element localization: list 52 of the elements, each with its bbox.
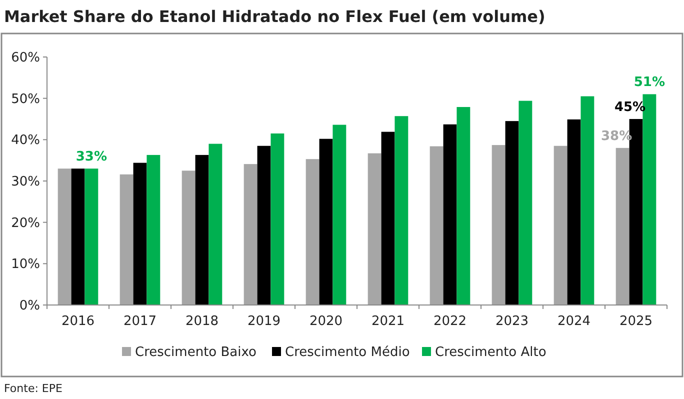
x-tick-label: 2022 xyxy=(433,314,467,329)
y-tick-label: 20% xyxy=(11,216,40,231)
x-tick-label: 2023 xyxy=(495,314,529,329)
x-tick-label: 2016 xyxy=(61,314,95,329)
y-tick-label: 60% xyxy=(11,50,40,66)
y-tick-label: 0% xyxy=(19,298,40,314)
bar xyxy=(394,116,408,305)
x-tick-label: 2021 xyxy=(371,314,405,329)
legend-label: Crescimento Médio xyxy=(285,345,410,360)
bar xyxy=(195,154,209,305)
bar xyxy=(120,174,134,305)
bar xyxy=(133,162,147,305)
bar xyxy=(71,168,85,305)
bar xyxy=(146,154,160,305)
bar xyxy=(319,138,333,305)
bar xyxy=(208,144,222,305)
bar xyxy=(430,146,444,305)
legend-label: Crescimento Alto xyxy=(435,345,546,360)
bar xyxy=(492,145,506,305)
bar xyxy=(443,124,457,305)
data-label: 51% xyxy=(634,75,665,90)
bar xyxy=(580,96,594,305)
x-tick-label: 2024 xyxy=(557,314,591,329)
bar xyxy=(381,132,395,305)
x-tick-label: 2019 xyxy=(247,314,281,329)
x-tick-label: 2018 xyxy=(185,314,219,329)
bar xyxy=(84,168,98,305)
x-tick-label: 2020 xyxy=(309,314,343,329)
source-note: Fonte: EPE xyxy=(4,382,63,395)
bar xyxy=(456,107,470,305)
bar xyxy=(332,124,346,305)
x-tick-label: 2025 xyxy=(619,314,653,329)
chart-title: Market Share do Etanol Hidratado no Flex Fuel (em volume) xyxy=(4,7,546,26)
bar xyxy=(257,146,271,305)
bar xyxy=(182,170,196,305)
bar xyxy=(306,159,320,305)
bar xyxy=(244,164,258,305)
bar xyxy=(554,146,568,305)
bar xyxy=(567,119,581,305)
bar xyxy=(505,121,519,305)
y-tick-label: 50% xyxy=(11,92,40,107)
data-label: 33% xyxy=(76,150,107,165)
y-tick-label: 10% xyxy=(11,257,40,272)
x-tick-label: 2017 xyxy=(123,314,157,329)
y-tick-label: 40% xyxy=(11,133,40,148)
bar xyxy=(58,168,72,305)
bar xyxy=(616,148,630,305)
y-tick-label: 30% xyxy=(11,174,40,190)
bar xyxy=(518,100,532,305)
bar xyxy=(270,133,284,305)
bar xyxy=(368,153,382,305)
legend-label: Crescimento Baixo xyxy=(135,345,257,360)
